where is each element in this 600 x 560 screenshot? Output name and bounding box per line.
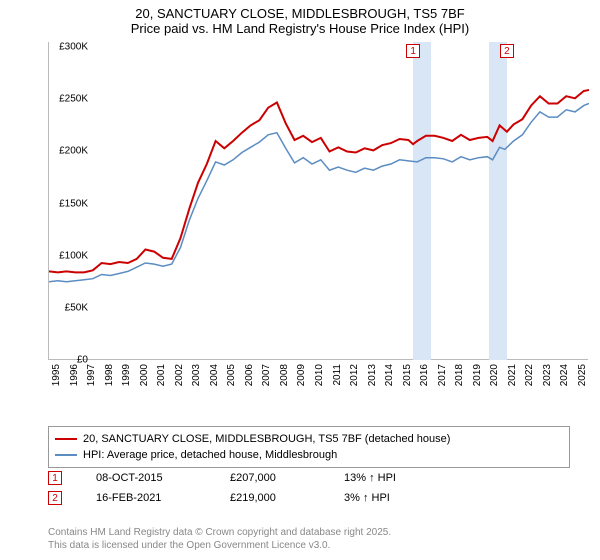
x-axis-label: 2023: [542, 364, 553, 386]
x-axis-label: 2001: [156, 364, 167, 386]
sale-date: 16-FEB-2021: [96, 492, 196, 504]
legend-swatch: [55, 454, 77, 456]
sale-change: 3% ↑ HPI: [344, 492, 444, 504]
footer-line2: This data is licensed under the Open Gov…: [48, 540, 391, 553]
x-axis-label: 2004: [209, 364, 220, 386]
title-subtitle: Price paid vs. HM Land Registry's House …: [0, 21, 600, 36]
x-axis-label: 2003: [191, 364, 202, 386]
x-axis-label: 1996: [69, 364, 80, 386]
sale-row: 2 16-FEB-2021 £219,000 3% ↑ HPI: [48, 488, 444, 508]
sale-price: £207,000: [230, 472, 310, 484]
x-axis-label: 2005: [226, 364, 237, 386]
sale-row-marker: 1: [48, 471, 62, 485]
x-axis-label: 2002: [174, 364, 185, 386]
sale-date: 08-OCT-2015: [96, 472, 196, 484]
x-axis-label: 1995: [51, 364, 62, 386]
legend-row: HPI: Average price, detached house, Midd…: [55, 447, 563, 463]
x-axis-label: 1998: [104, 364, 115, 386]
x-axis-label: 2013: [367, 364, 378, 386]
x-axis-label: 2016: [419, 364, 430, 386]
sale-price: £219,000: [230, 492, 310, 504]
legend-label: HPI: Average price, detached house, Midd…: [83, 449, 337, 461]
sale-marker: 1: [406, 44, 420, 58]
x-axis-label: 2018: [454, 364, 465, 386]
x-axis-label: 2025: [577, 364, 588, 386]
x-axis-label: 2000: [139, 364, 150, 386]
legend-row: 20, SANCTUARY CLOSE, MIDDLESBROUGH, TS5 …: [55, 431, 563, 447]
x-axis-label: 2021: [507, 364, 518, 386]
x-axis-label: 2014: [384, 364, 395, 386]
title-address: 20, SANCTUARY CLOSE, MIDDLESBROUGH, TS5 …: [0, 6, 600, 21]
line-svg: [49, 42, 589, 360]
sale-row-marker: 2: [48, 491, 62, 505]
sales-table: 1 08-OCT-2015 £207,000 13% ↑ HPI 2 16-FEB-202…: [48, 468, 444, 508]
y-axis-label: £100K: [59, 250, 88, 261]
x-axis-label: 2012: [349, 364, 360, 386]
x-axis-label: 2006: [244, 364, 255, 386]
x-axis-label: 2022: [524, 364, 535, 386]
y-axis-label: £250K: [59, 94, 88, 105]
x-axis-label: 2017: [437, 364, 448, 386]
x-axis-label: 2007: [261, 364, 272, 386]
footer-line1: Contains HM Land Registry data © Crown c…: [48, 527, 391, 540]
x-axis-label: 2020: [489, 364, 500, 386]
chart-title: 20, SANCTUARY CLOSE, MIDDLESBROUGH, TS5 …: [0, 0, 600, 36]
footer-attribution: Contains HM Land Registry data © Crown c…: [48, 527, 391, 552]
legend-label: 20, SANCTUARY CLOSE, MIDDLESBROUGH, TS5 …: [83, 433, 450, 445]
y-axis-label: £300K: [59, 42, 88, 53]
x-axis-label: 1997: [86, 364, 97, 386]
x-axis-label: 2010: [314, 364, 325, 386]
x-axis-label: 2009: [296, 364, 307, 386]
sale-row: 1 08-OCT-2015 £207,000 13% ↑ HPI: [48, 468, 444, 488]
x-axis-label: 1999: [121, 364, 132, 386]
legend-swatch: [55, 438, 77, 440]
x-axis-label: 2015: [402, 364, 413, 386]
x-axis-label: 2008: [279, 364, 290, 386]
sale-change: 13% ↑ HPI: [344, 472, 444, 484]
x-axis-label: 2019: [472, 364, 483, 386]
legend-box: 20, SANCTUARY CLOSE, MIDDLESBROUGH, TS5 …: [48, 426, 570, 468]
y-axis-label: £200K: [59, 146, 88, 157]
y-axis-label: £50K: [65, 302, 88, 313]
chart-container: 20, SANCTUARY CLOSE, MIDDLESBROUGH, TS5 …: [0, 0, 600, 560]
chart-area: 12 £0£50K£100K£150K£200K£250K£300K199519…: [8, 42, 592, 382]
series-property: [49, 90, 589, 272]
sale-marker: 2: [500, 44, 514, 58]
plot-region: 12: [48, 42, 588, 360]
x-axis-label: 2024: [559, 364, 570, 386]
x-axis-label: 2011: [332, 364, 343, 386]
y-axis-label: £150K: [59, 198, 88, 209]
